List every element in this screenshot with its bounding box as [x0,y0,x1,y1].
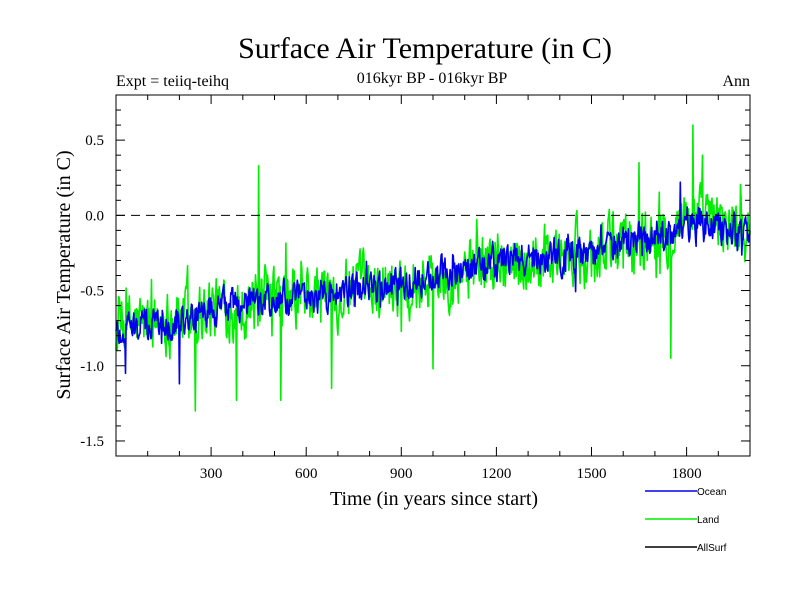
y-tick-label: -1.5 [80,434,104,450]
legend-label-allsurf: AllSurf [697,543,727,554]
plot-series [115,124,751,412]
series-line-ocean [115,181,751,385]
chart-subtitle: 016kyr BP - 016kyr BP [357,70,508,87]
series-line-land [115,124,751,412]
season-label: Ann [722,73,750,90]
legend-label-land: Land [697,515,719,526]
x-tick-label-900: 900 [390,466,413,482]
y-tick-label: 0.5 [85,133,104,149]
x-tick-label-600: 600 [295,466,318,482]
x-tick-label-1500: 1500 [577,466,607,482]
x-axis-label: Time (in years since start) [330,488,538,510]
experiment-label: Expt = teiiq-teihq [116,73,229,90]
y-tick-label: -1.0 [80,359,104,375]
x-tick-label-1200: 1200 [481,466,511,482]
y-tick-label: -0.5 [80,284,104,300]
chart-title: Surface Air Temperature (in C) [238,32,612,65]
x-axis: 300 600 900 1200 1500 1800 [147,95,719,482]
y-tick-label: 0.0 [85,208,104,224]
legend-label-ocean: Ocean [697,487,726,498]
x-tick-label-1800: 1800 [672,466,702,482]
y-axis-label: Surface Air Temperature (in C) [53,150,75,399]
y-axis: -1.5 -1.0 -0.5 0.0 0.5 [80,109,750,450]
legend: Ocean Land AllSurf [645,487,727,554]
x-tick-label-300: 300 [200,466,223,482]
